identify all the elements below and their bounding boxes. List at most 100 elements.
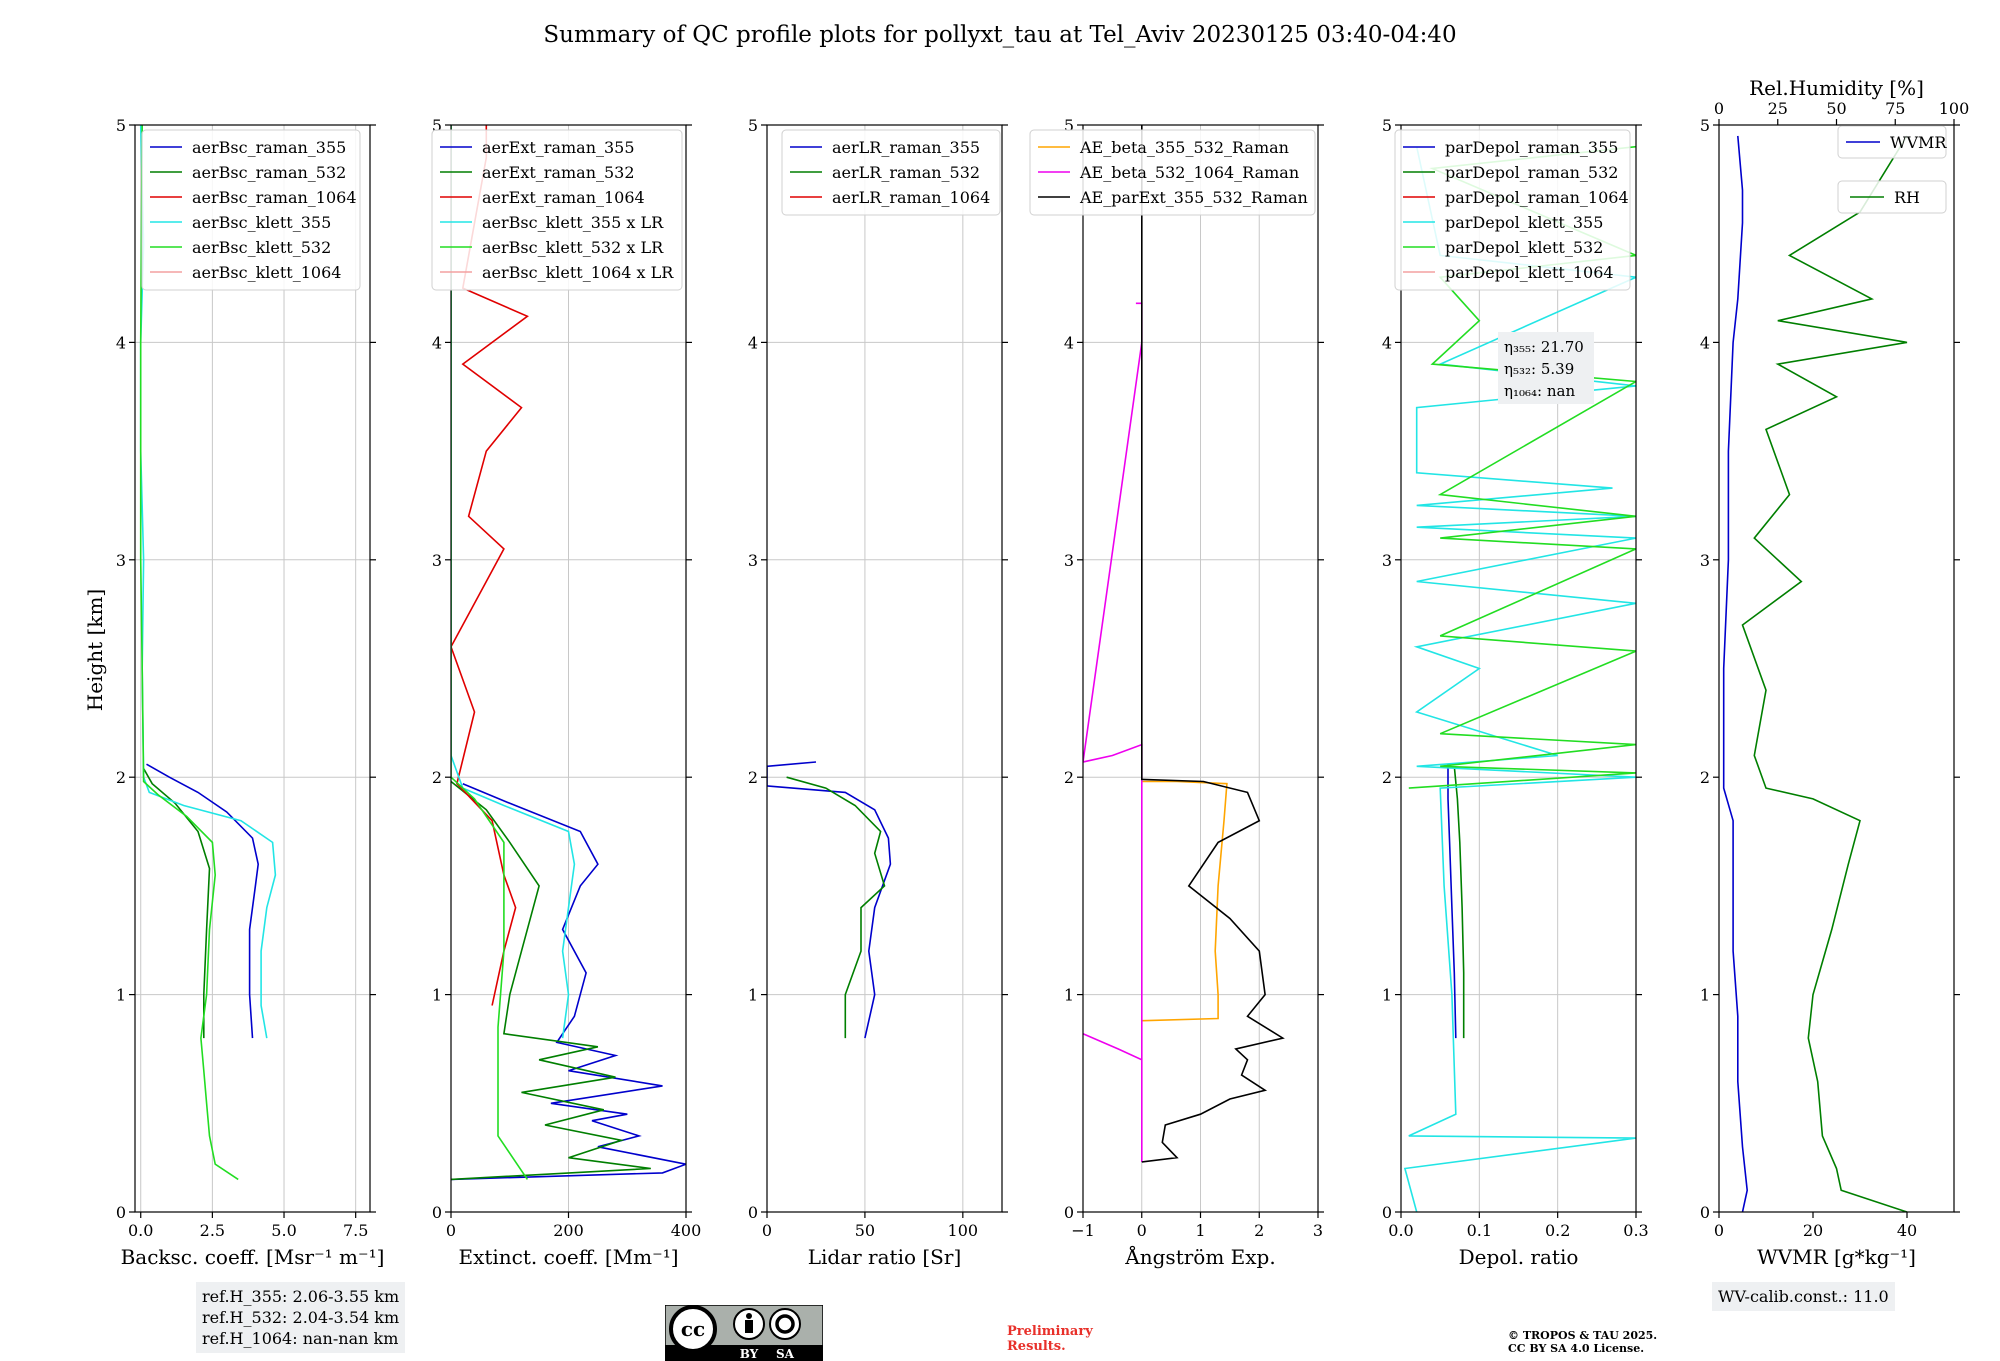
legend-label: parDepol_raman_532 <box>1445 163 1618 182</box>
by-text: BY <box>740 1347 759 1361</box>
cc-by-sa-license-logo: cc BY SA <box>665 1305 823 1361</box>
sa-arrow-icon <box>775 1314 795 1334</box>
legend-label: aerBsc_raman_1064 <box>192 188 357 207</box>
x-tick-label: 0.2 <box>1545 1221 1570 1240</box>
y-tick-label: 4 <box>1700 333 1710 352</box>
y-tick-label: 5 <box>748 116 758 135</box>
series-line-aerExt_raman_532 <box>451 780 651 1181</box>
copyright-line-2: CC BY SA 4.0 License. <box>1508 1342 1645 1355</box>
copyright-line-1: © TROPOS & TAU 2025. <box>1508 1329 1658 1342</box>
x-axis-label: Depol. ratio <box>1459 1245 1579 1269</box>
eta-annotation-box <box>1498 332 1594 404</box>
x-tick-label: 100 <box>948 1221 979 1240</box>
legend-label: AE_beta_355_532_Raman <box>1079 138 1289 157</box>
preliminary-line-1: Preliminary <box>1007 1324 1093 1339</box>
x-tick-label: 0 <box>1137 1221 1147 1240</box>
legend-label: WVMR <box>1890 133 1947 152</box>
series-line-aerBsc_klett_532 x LR <box>451 125 529 1180</box>
y-tick-label: 3 <box>116 551 126 570</box>
panel-1: 0 1 2 3 4 5 0.0 2.5 5.0 7.5 Backsc. coeff. [Msr⁻¹ … <box>116 116 385 1269</box>
panel-5: 0 1 2 3 4 5 0.0 0.1 0.2 0.3 Depol. ratio parDepol_r… <box>1382 116 1649 1269</box>
y-tick-label: 5 <box>116 116 126 135</box>
y-tick-label: 4 <box>116 333 126 352</box>
x-tick-label: 0.0 <box>1388 1221 1413 1240</box>
legend-box <box>1837 125 1947 159</box>
legend-label: aerBsc_raman_532 <box>192 163 346 182</box>
axes-frame <box>1718 124 1955 1213</box>
series-line-AE_parExt_355_532_Raman <box>1141 125 1285 1163</box>
legend-label: AE_parExt_355_532_Raman <box>1079 188 1308 207</box>
y-tick-label: 2 <box>116 768 126 787</box>
legend-label: AE_beta_532_1064_Raman <box>1079 163 1299 182</box>
y-tick-label: 3 <box>748 551 758 570</box>
y-tick-label: 0 <box>432 1203 442 1222</box>
x-tick-label: 0 <box>762 1221 772 1240</box>
top-x-tick-label: 0 <box>1714 99 1724 118</box>
y-tick-label: 2 <box>748 768 758 787</box>
y-tick-label: 2 <box>1700 768 1710 787</box>
legend-label: RH <box>1894 188 1920 207</box>
top-x-tick-label: 50 <box>1826 99 1846 118</box>
eta-annotation-line: η₃₅₅: 21.70 <box>1504 338 1584 356</box>
legend-label: aerBsc_klett_355 <box>192 213 331 232</box>
legend-label: parDepol_raman_355 <box>1445 138 1618 157</box>
ref-height-1064: ref.H_1064: nan-nan km <box>202 1329 399 1348</box>
y-tick-label: 4 <box>1064 333 1074 352</box>
top-x-tick-label: 25 <box>1768 99 1788 118</box>
y-tick-label: 1 <box>1382 986 1392 1005</box>
x-tick-label: 2.5 <box>200 1221 225 1240</box>
axes-frame <box>1400 124 1637 1213</box>
x-tick-label: 0.1 <box>1467 1221 1492 1240</box>
y-axis-label: Height [km] <box>83 589 107 711</box>
legend-label: aerLR_raman_1064 <box>832 188 990 207</box>
series-line-aerLR_raman_532 <box>786 776 886 1039</box>
eta-annotation-line: η₅₃₂: 5.39 <box>1504 360 1574 378</box>
top-x-axis-label: Rel.Humidity [%] <box>1749 76 1924 100</box>
x-tick-label: 1 <box>1195 1221 1205 1240</box>
copyright-note: © TROPOS & TAU 2025. CC BY SA 4.0 Licens… <box>1508 1329 1657 1355</box>
sa-text: SA <box>776 1347 795 1361</box>
preliminary-results-note: Preliminary Results. <box>1007 1324 1093 1354</box>
legend-label: aerExt_raman_532 <box>482 163 635 182</box>
x-axis-label: WVMR [g*kg⁻¹] <box>1757 1245 1916 1269</box>
series-line-AE_beta_355_532_Raman <box>1141 780 1228 1022</box>
y-tick-label: 0 <box>1382 1203 1392 1222</box>
series-line-parDepol_klett_355 <box>1403 146 1636 1212</box>
panel-2: 0 1 2 3 4 5 0 200 400 Extinct. coeff. [Mm⁻¹] aerEx… <box>431 116 702 1269</box>
x-tick-label: 0 <box>1714 1221 1724 1240</box>
legend-label: parDepol_raman_1064 <box>1445 188 1629 207</box>
x-tick-label: 400 <box>671 1221 702 1240</box>
legend-box <box>1837 180 1947 214</box>
series-line-aerLR_raman_355 <box>767 761 892 1039</box>
series-line-WVMR <box>1722 135 1749 1212</box>
legend-label: aerBsc_raman_355 <box>192 138 346 157</box>
series-line-parDepol_raman_532 <box>1453 766 1465 1039</box>
x-tick-label: 50 <box>855 1221 875 1240</box>
panels-group: 0 1 2 3 4 5 0.0 2.5 5.0 7.5 Backsc. coeff. [Msr⁻¹ … <box>116 76 1969 1269</box>
y-tick-label: 0 <box>748 1203 758 1222</box>
y-tick-label: 4 <box>748 333 758 352</box>
ref-height-532: ref.H_532: 2.04-3.54 km <box>202 1308 400 1327</box>
x-tick-label: 20 <box>1803 1221 1823 1240</box>
y-tick-label: 5 <box>1382 116 1392 135</box>
y-tick-label: 1 <box>748 986 758 1005</box>
x-tick-label: 0 <box>446 1221 456 1240</box>
axes-frame <box>134 124 371 1213</box>
x-tick-label: 200 <box>553 1221 584 1240</box>
legend-label: aerExt_raman_355 <box>482 138 635 157</box>
legend-box <box>141 129 361 291</box>
y-tick-label: 1 <box>116 986 126 1005</box>
legend-label: aerBsc_klett_1064 <box>192 263 341 282</box>
legend-label: parDepol_klett_1064 <box>1445 263 1614 282</box>
x-axis-label: Ångström Exp. <box>1124 1244 1275 1269</box>
eta-annotation-line: η₁₀₆₄: nan <box>1504 382 1575 400</box>
legend-label: aerBsc_klett_355 x LR <box>482 213 664 232</box>
y-tick-label: 5 <box>1064 116 1074 135</box>
ref-height-355: ref.H_355: 2.06-3.55 km <box>202 1287 400 1306</box>
top-x-tick-label: 100 <box>1939 99 1970 118</box>
x-tick-label: 2 <box>1254 1221 1264 1240</box>
y-tick-label: 1 <box>1700 986 1710 1005</box>
x-tick-label: −1 <box>1071 1221 1095 1240</box>
cc-text: cc <box>681 1317 705 1341</box>
